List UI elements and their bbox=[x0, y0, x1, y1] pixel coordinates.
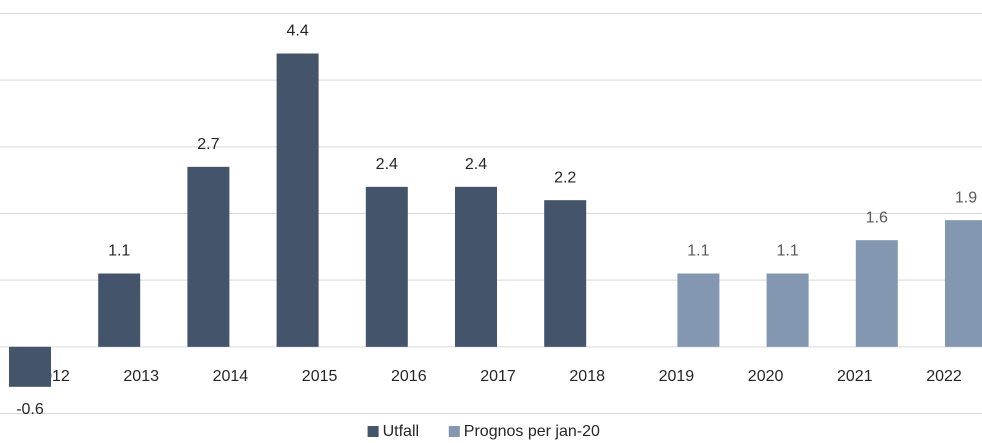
bar bbox=[187, 166, 230, 347]
bar bbox=[276, 53, 319, 347]
bar bbox=[855, 240, 898, 347]
x-tick-label: 2022 bbox=[926, 368, 962, 385]
x-tick-label: 2015 bbox=[302, 368, 338, 385]
bar bbox=[98, 273, 141, 347]
data-label: 1.6 bbox=[866, 209, 888, 226]
x-tick-label: 2017 bbox=[480, 368, 516, 385]
legend-label: Prognos per jan-20 bbox=[464, 423, 600, 440]
data-label: 2.7 bbox=[197, 136, 219, 153]
data-label: 2.2 bbox=[554, 169, 576, 186]
x-tick-label: 2020 bbox=[748, 368, 784, 385]
legend-label: Utfall bbox=[383, 423, 419, 440]
bar bbox=[677, 273, 720, 347]
bar bbox=[365, 186, 408, 347]
bar bbox=[455, 186, 497, 347]
data-label: 1.1 bbox=[687, 243, 709, 260]
x-tick-label: 2021 bbox=[837, 368, 873, 385]
bar bbox=[9, 346, 51, 387]
legend-swatch bbox=[367, 426, 379, 437]
data-label: 1.1 bbox=[776, 243, 798, 260]
bar bbox=[544, 200, 587, 347]
x-tick-label: 2013 bbox=[123, 368, 159, 385]
x-tick-label: 2014 bbox=[213, 368, 249, 385]
x-tick-label: 2019 bbox=[659, 368, 695, 385]
bar bbox=[766, 273, 809, 347]
bar bbox=[945, 220, 982, 347]
data-label: 4.4 bbox=[286, 23, 308, 40]
data-label: 2.4 bbox=[376, 156, 398, 173]
x-tick-label: 2018 bbox=[569, 368, 605, 385]
data-label: 1.9 bbox=[955, 189, 977, 206]
x-tick-label: 2016 bbox=[391, 368, 427, 385]
legend-swatch bbox=[448, 426, 460, 437]
data-label: 2.4 bbox=[465, 156, 487, 173]
data-label: 1.1 bbox=[108, 243, 130, 260]
data-label: -0.6 bbox=[16, 401, 44, 418]
